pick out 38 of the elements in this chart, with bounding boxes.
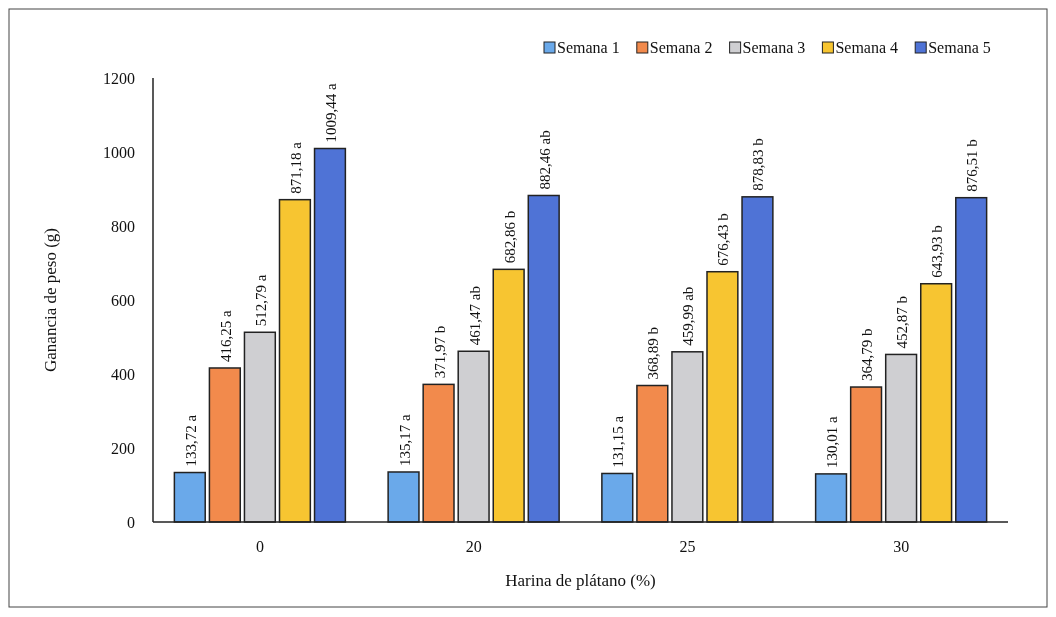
legend-label: Semana 3 xyxy=(742,39,806,56)
data-label: 452,87 b xyxy=(894,295,911,349)
x-tick-label: 20 xyxy=(465,538,482,555)
data-label: 135,17 a xyxy=(396,413,413,466)
legend-label: Semana 5 xyxy=(928,39,991,56)
data-label: 371,97 b xyxy=(431,325,448,379)
data-label: 643,93 b xyxy=(929,225,946,278)
data-label: 459,99 ab xyxy=(680,286,697,346)
data-label: 512,79 a xyxy=(252,274,269,327)
data-label: 876,51 b xyxy=(964,139,981,192)
data-label: 131,15 a xyxy=(610,415,627,468)
data-label: 878,83 b xyxy=(750,138,767,191)
data-label: 364,79 b xyxy=(859,328,876,382)
y-tick-label: 800 xyxy=(111,217,135,235)
x-tick-label: 0 xyxy=(255,538,264,555)
data-label: 676,43 b xyxy=(715,213,732,266)
data-label: 368,89 b xyxy=(645,327,662,380)
x-tick-label: 25 xyxy=(679,538,696,555)
data-label: 682,86 b xyxy=(501,210,518,264)
legend-label: Semana 4 xyxy=(835,39,899,56)
y-axis-title: Ganancia de peso (g) xyxy=(41,228,60,372)
y-tick-label: 1200 xyxy=(103,69,135,87)
x-axis-title: Harina de plátano (%) xyxy=(505,571,656,590)
data-label: 130,01 a xyxy=(824,415,841,468)
legend-label: Semana 2 xyxy=(649,39,713,56)
x-tick-label: 30 xyxy=(893,538,910,555)
data-label: 133,72 a xyxy=(182,414,199,467)
data-label: 416,25 a xyxy=(217,309,234,362)
data-label: 882,46 ab xyxy=(536,130,553,190)
legend-label: Semana 1 xyxy=(557,39,620,56)
y-tick-label: 0 xyxy=(127,513,135,531)
y-tick-label: 600 xyxy=(111,291,135,309)
y-tick-label: 200 xyxy=(111,439,135,457)
y-tick-label: 1000 xyxy=(103,143,135,161)
data-label: 871,18 a xyxy=(287,141,304,194)
data-label: 1009,44 a xyxy=(322,83,339,143)
data-label: 461,47 ab xyxy=(466,286,483,346)
y-tick-label: 400 xyxy=(111,365,135,383)
